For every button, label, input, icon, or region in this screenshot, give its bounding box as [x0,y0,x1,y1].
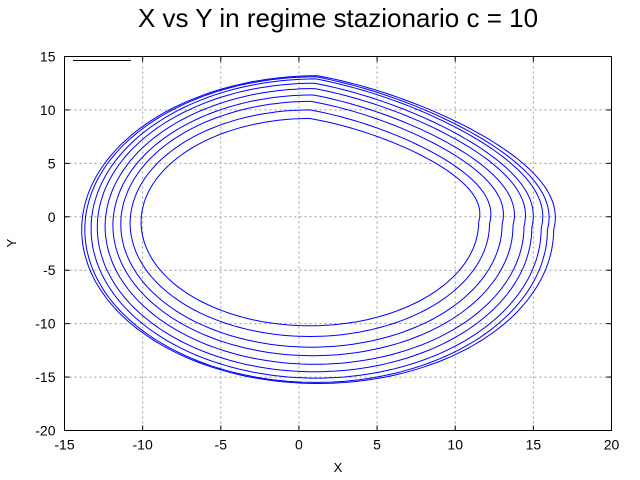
trajectory-loop [120,100,504,348]
y-tick-label: -5 [43,262,56,278]
trajectory-loop [81,75,556,385]
x-tick-label: 10 [447,437,463,453]
y-tick-label: -20 [35,423,55,439]
y-tick-label: 10 [40,102,56,118]
plot-area [81,75,556,385]
x-axis-label: X [334,460,343,475]
x-tick-label: 5 [373,437,381,453]
trajectory-loop [140,118,481,327]
trajectory-loop [104,88,527,365]
x-tick-label: -5 [215,437,228,453]
y-tick-label: -10 [35,316,55,332]
y-tick-label: -15 [35,369,55,385]
x-tick-label: 15 [526,437,542,453]
x-tick-label: -10 [133,437,153,453]
trajectory-loop [96,82,534,373]
trajectory-loop [129,109,492,338]
grid [64,56,612,431]
trajectory-loop [112,94,515,357]
x-tick-label: -15 [54,437,74,453]
x-tick-label: 20 [604,437,620,453]
trajectory-loop [90,78,544,379]
y-tick-label: 15 [40,49,56,65]
y-axis-label: Y [4,238,19,247]
chart-title: X vs Y in regime stazionario c = 10 [138,3,538,33]
y-tick-label: 5 [48,155,56,171]
x-tick-label: 0 [295,437,303,453]
plot-frame [64,56,612,431]
trajectory-loop [84,76,550,383]
y-tick-label: 0 [48,209,56,225]
